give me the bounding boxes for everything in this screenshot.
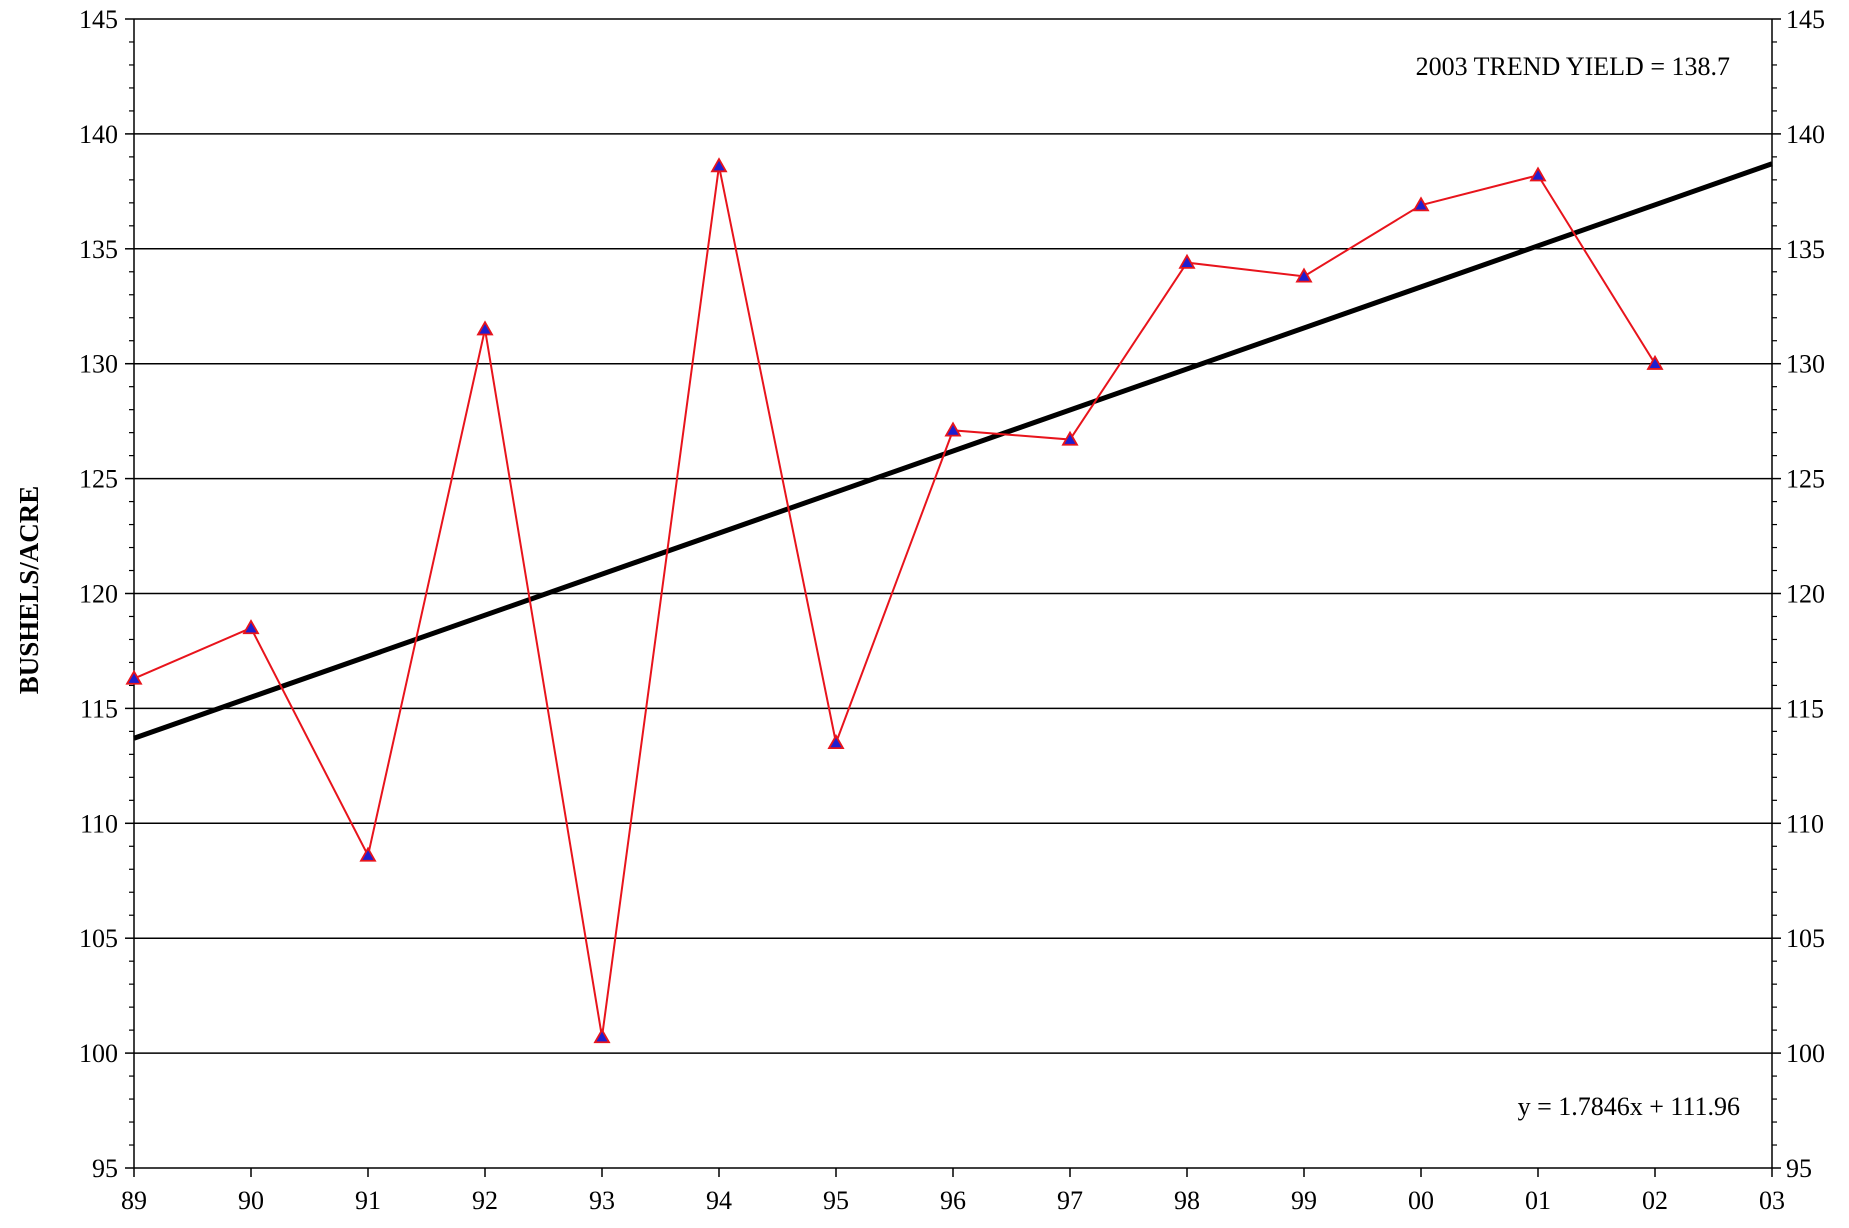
y-tick-label-right: 105 <box>1786 924 1825 953</box>
y-tick-label-right: 120 <box>1786 580 1825 609</box>
tick-labels: 95 95 100 100 105 105 110 110 115 115 120 120 125 125… <box>79 5 1825 1215</box>
data-point-marker <box>827 734 845 750</box>
data-point-marker <box>1412 196 1430 212</box>
y-tick-label-left: 105 <box>79 924 118 953</box>
y-tick-label-right: 135 <box>1786 235 1825 264</box>
y-tick-label-left: 135 <box>79 235 118 264</box>
y-tick-label-right: 145 <box>1786 5 1825 34</box>
y-tick-label-right: 100 <box>1786 1039 1825 1068</box>
x-tick-label: 03 <box>1759 1186 1785 1215</box>
gridlines <box>134 18 1772 1054</box>
y-tick-label-left: 115 <box>80 694 118 723</box>
y-tick-label-right: 140 <box>1786 120 1825 149</box>
y-tick-label-right: 110 <box>1786 809 1824 838</box>
trend-yield-annotation: 2003 TREND YIELD = 138.7 <box>1416 52 1730 81</box>
y-tick-label-left: 140 <box>79 120 118 149</box>
y-tick-label-left: 145 <box>79 5 118 34</box>
x-tick-label: 02 <box>1642 1186 1668 1215</box>
data-point-marker <box>1646 354 1664 370</box>
y-tick-label-right: 125 <box>1786 465 1825 494</box>
data-point-marker <box>359 846 377 862</box>
y-axis-title: BUSHELS/ACRE <box>14 486 44 695</box>
data-point-marker <box>125 669 143 685</box>
data-point-marker <box>1295 267 1313 283</box>
y-tick-label-right: 130 <box>1786 350 1825 379</box>
data-point-marker <box>1061 430 1079 446</box>
x-tick-label: 91 <box>355 1186 381 1215</box>
x-tick-label: 95 <box>823 1186 849 1215</box>
y-tick-label-right: 95 <box>1786 1154 1812 1183</box>
y-tick-label-left: 95 <box>92 1154 118 1183</box>
y-tick-label-left: 100 <box>79 1039 118 1068</box>
data-point-marker <box>242 619 260 635</box>
axes <box>125 18 1781 1177</box>
x-tick-label: 98 <box>1174 1186 1200 1215</box>
data-point-marker <box>593 1028 611 1044</box>
y-tick-label-left: 130 <box>79 350 118 379</box>
x-tick-label: 00 <box>1408 1186 1434 1215</box>
data-point-marker <box>1178 253 1196 269</box>
series-layer <box>125 157 1664 1044</box>
trend-equation-annotation: y = 1.7846x + 111.96 <box>1518 1092 1740 1121</box>
x-tick-label: 94 <box>706 1186 732 1215</box>
y-tick-label-left: 120 <box>79 580 118 609</box>
x-tick-label: 89 <box>121 1186 147 1215</box>
data-point-marker <box>476 320 494 336</box>
data-point-marker <box>710 157 728 173</box>
x-tick-label: 96 <box>940 1186 966 1215</box>
y-tick-label-left: 110 <box>80 809 118 838</box>
trendline-layer <box>133 161 1773 741</box>
data-point-marker <box>1529 166 1547 182</box>
x-tick-label: 01 <box>1525 1186 1551 1215</box>
y-tick-label-right: 115 <box>1786 694 1824 723</box>
x-tick-label: 97 <box>1057 1186 1083 1215</box>
trendline <box>133 161 1773 741</box>
x-tick-label: 90 <box>238 1186 264 1215</box>
y-tick-label-left: 125 <box>79 465 118 494</box>
yield-series-line <box>133 165 1656 1038</box>
data-point-marker <box>944 421 962 437</box>
x-tick-label: 99 <box>1291 1186 1317 1215</box>
x-tick-label: 92 <box>472 1186 498 1215</box>
x-tick-label: 93 <box>589 1186 615 1215</box>
